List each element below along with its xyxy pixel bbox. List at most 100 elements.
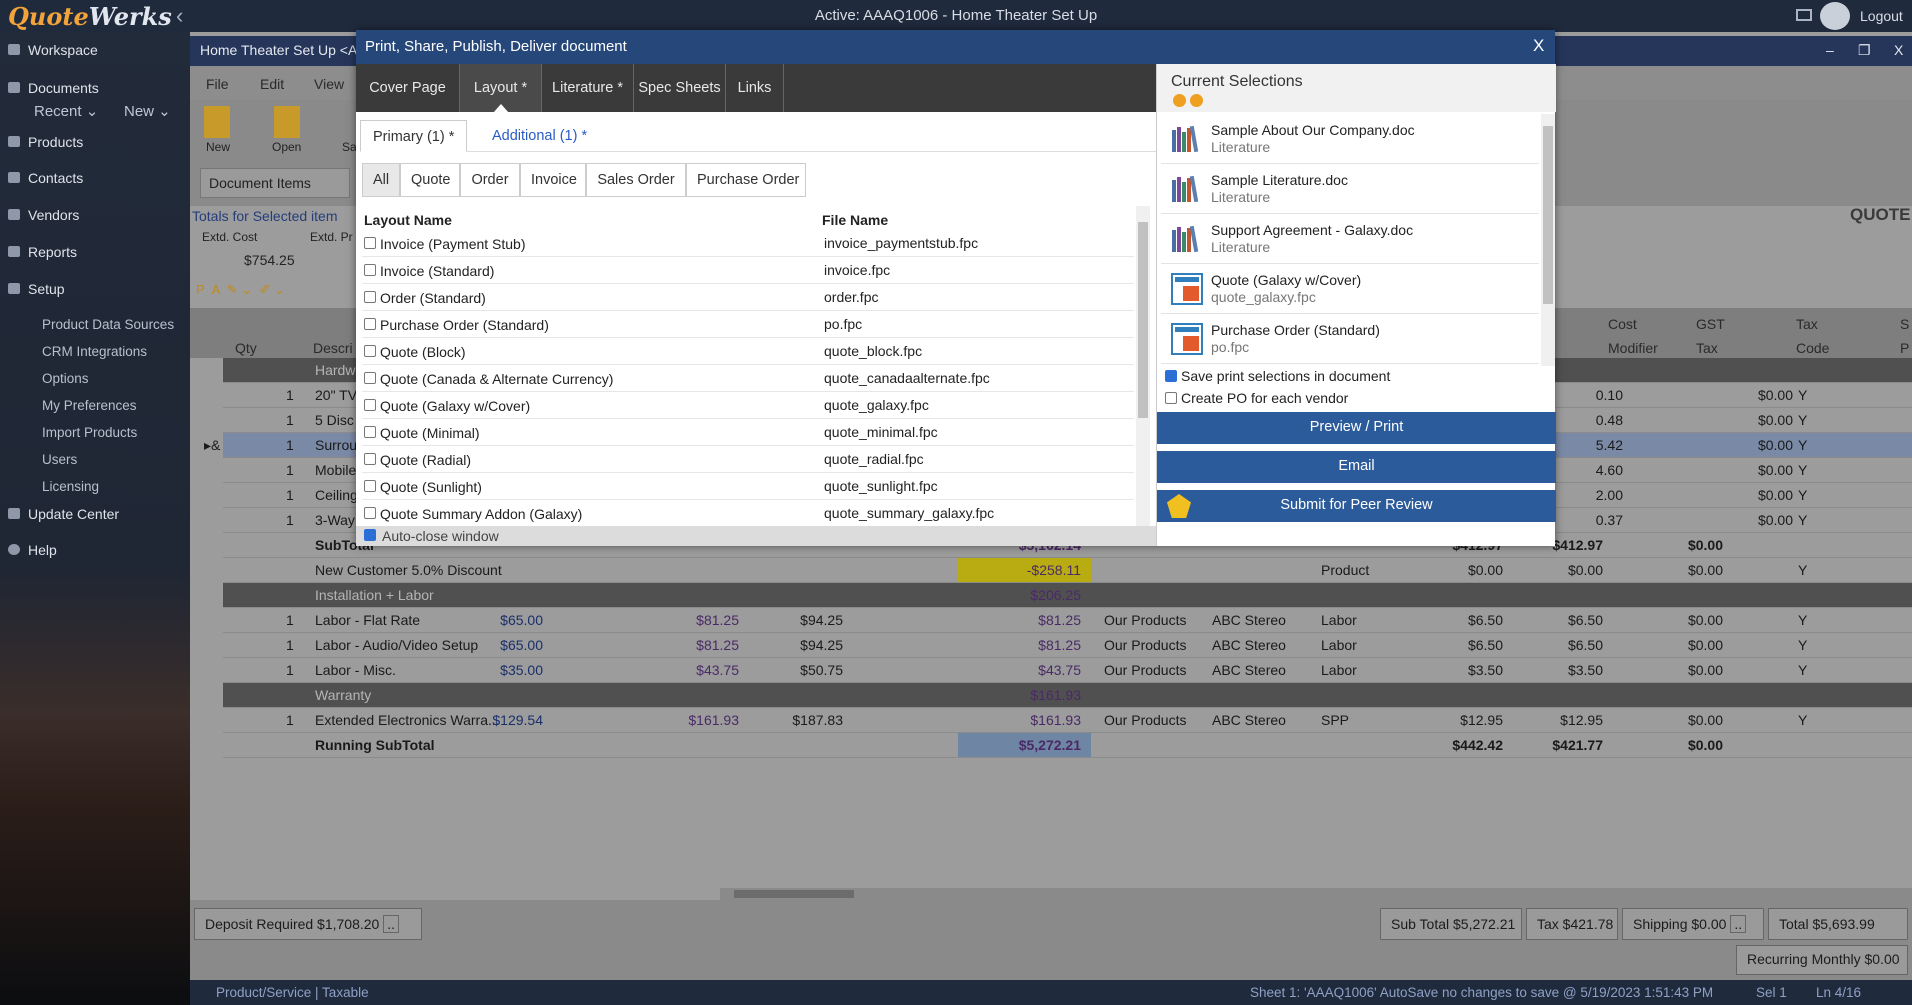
table-row[interactable]: New Customer 5.0% Discount -$258.11 Produc… [223,558,1912,583]
new-button-label[interactable]: New [206,140,231,154]
sidebar-item-documents[interactable]: Documents [8,80,99,96]
layout-list-item[interactable]: Quote (Sunlight) quote_sunlight.fpc [362,473,1134,500]
sidebar-item-setup[interactable]: Setup [8,281,65,297]
table-row[interactable]: 1 Labor - Flat Rate $65.00 $81.25 $94.25 $81.… [223,608,1912,633]
selection-item[interactable]: Support Agreement - Galaxy.doc Literature [1161,214,1539,264]
open-button-label[interactable]: Open [272,140,302,154]
reorder-icon[interactable] [1173,94,1186,107]
selection-item[interactable]: Sample Literature.doc Literature [1161,164,1539,214]
col-gst[interactable]: GST [1696,316,1725,332]
minimize-button[interactable]: – [1826,42,1834,58]
layout-list-item[interactable]: Quote (Galaxy w/Cover) quote_galaxy.fpc [362,392,1134,419]
filter-order[interactable]: Order [460,163,520,197]
tab-spec-sheets[interactable]: Spec Sheets [634,64,726,112]
layout-checkbox[interactable] [364,318,376,330]
sidebar-item-vendors[interactable]: Vendors [8,207,79,223]
autoclose-checkbox[interactable] [364,529,376,541]
col-p[interactable]: P [1900,340,1910,356]
filter-all[interactable]: All [362,163,400,197]
selection-item[interactable]: Sample About Our Company.doc Literature [1161,114,1539,164]
setup-item-options[interactable]: Options [42,371,89,386]
filter-purchase-order[interactable]: Purchase Order [686,163,806,197]
layout-checkbox[interactable] [364,291,376,303]
setup-item-my-preferences[interactable]: My Preferences [42,398,137,413]
window-tile-icon[interactable] [1796,9,1812,21]
selection-item[interactable]: Quote (Galaxy w/Cover) quote_galaxy.fpc [1161,264,1539,314]
recent-dropdown[interactable]: Recent ⌄ [34,103,99,120]
layout-list-item[interactable]: Invoice (Payment Stub) invoice_paymentstu… [362,230,1134,257]
col-modifier[interactable]: Modifier [1608,340,1658,356]
table-row[interactable]: 1 Extended Electronics Warra... $129.54 $16… [223,708,1912,733]
filter-invoice[interactable]: Invoice [520,163,586,197]
close-window-button[interactable]: X [1894,42,1904,58]
filter-quote[interactable]: Quote [400,163,460,197]
layout-list-item[interactable]: Quote Summary Addon (Galaxy) quote_summar… [362,500,1134,526]
user-avatar-icon[interactable] [1820,2,1850,30]
open-folder-icon[interactable] [274,106,300,138]
preview-print-button[interactable]: Preview / Print [1157,412,1556,444]
layout-checkbox[interactable] [364,453,376,465]
collapse-sidebar-icon[interactable]: ‹ [176,3,184,28]
logout-link[interactable]: Logout [1860,8,1903,24]
layout-checkbox[interactable] [364,480,376,492]
grid-horizontal-scrollbar[interactable] [720,888,1912,900]
layout-checkbox[interactable] [364,399,376,411]
layout-checkbox[interactable] [364,372,376,384]
tab-links[interactable]: Links [726,64,784,112]
table-row[interactable]: Running SubTotal $5,272.21 $442.42 $421.77 $… [223,733,1912,758]
col-tax-code[interactable]: Code [1796,340,1830,356]
menu-view[interactable]: View [314,76,345,92]
deposit-required[interactable]: Deposit Required $1,708.20 .. [194,908,422,940]
new-document-icon[interactable] [204,106,230,138]
sidebar-item-help[interactable]: Help [8,542,57,558]
table-row[interactable]: 1 Labor - Misc. $35.00 $43.75 $50.75 $43.75 Ou… [223,658,1912,683]
layout-list-item[interactable]: Quote (Block) quote_block.fpc [362,338,1134,365]
layout-checkbox[interactable] [364,345,376,357]
save-button-label[interactable]: Sa [342,140,357,154]
selection-item[interactable]: Purchase Order (Standard) po.fpc [1161,314,1539,364]
sidebar-item-update-center[interactable]: Update Center [8,506,119,522]
menu-edit[interactable]: Edit [260,76,285,92]
layout-checkbox[interactable] [364,426,376,438]
layout-list-scroll-thumb[interactable] [1138,222,1148,418]
layout-list-item[interactable]: Order (Standard) order.fpc [362,284,1134,311]
layout-list-item[interactable]: Quote (Radial) quote_radial.fpc [362,446,1134,473]
layout-list-item[interactable]: Purchase Order (Standard) po.fpc [362,311,1134,338]
dialog-close-button[interactable]: X [1533,36,1545,55]
col-tax-code-top[interactable]: Tax [1796,316,1818,332]
selections-scroll-thumb[interactable] [1543,126,1553,304]
col-tax[interactable]: Tax [1696,340,1718,356]
table-row[interactable]: 1 Labor - Audio/Video Setup $65.00 $81.25 $9… [223,633,1912,658]
layout-checkbox[interactable] [364,237,376,249]
menu-file[interactable]: File [206,76,229,92]
new-dropdown[interactable]: New ⌄ [124,103,171,120]
setup-item-product-data-sources[interactable]: Product Data Sources [42,317,175,332]
col-cost[interactable]: Cost [1608,316,1637,332]
selections-scrollbar[interactable] [1541,114,1555,366]
sidebar-item-products[interactable]: Products [8,134,83,150]
sidebar-item-workspace[interactable]: Workspace [8,42,98,58]
sidebar-item-reports[interactable]: Reports [8,244,77,260]
save-selections-checkbox[interactable] [1165,370,1177,382]
col-layout-name[interactable]: Layout Name [364,212,452,228]
shipping-total[interactable]: Shipping $0.00 .. [1622,908,1764,940]
layout-list-item[interactable]: Quote (Canada & Alternate Currency) quote… [362,365,1134,392]
maximize-button[interactable]: ❐ [1858,42,1871,58]
layout-list-item[interactable]: Invoice (Standard) invoice.fpc [362,257,1134,284]
create-po-checkbox[interactable] [1165,392,1177,404]
remove-icon[interactable] [1190,94,1203,107]
setup-item-crm-integrations[interactable]: CRM Integrations [42,344,148,359]
format-toolbar[interactable]: P A ✎ ⌄ ✐ ⌄ [196,282,285,297]
tab-cover-page[interactable]: Cover Page [356,64,460,112]
filter-sales-order[interactable]: Sales Order [586,163,686,197]
layout-checkbox[interactable] [364,507,376,519]
tab-layout[interactable]: Layout * [460,64,542,113]
col-file-name[interactable]: File Name [822,212,889,228]
document-items-tab[interactable]: Document Items [200,168,350,198]
subtab-additional[interactable]: Additional (1) * [492,128,588,144]
peer-review-button[interactable]: Submit for Peer Review [1157,490,1556,522]
setup-item-import-products[interactable]: Import Products [42,425,138,440]
create-po-option[interactable]: Create PO for each vendor [1165,390,1348,406]
setup-item-licensing[interactable]: Licensing [42,479,100,494]
col-s[interactable]: S [1900,316,1910,332]
